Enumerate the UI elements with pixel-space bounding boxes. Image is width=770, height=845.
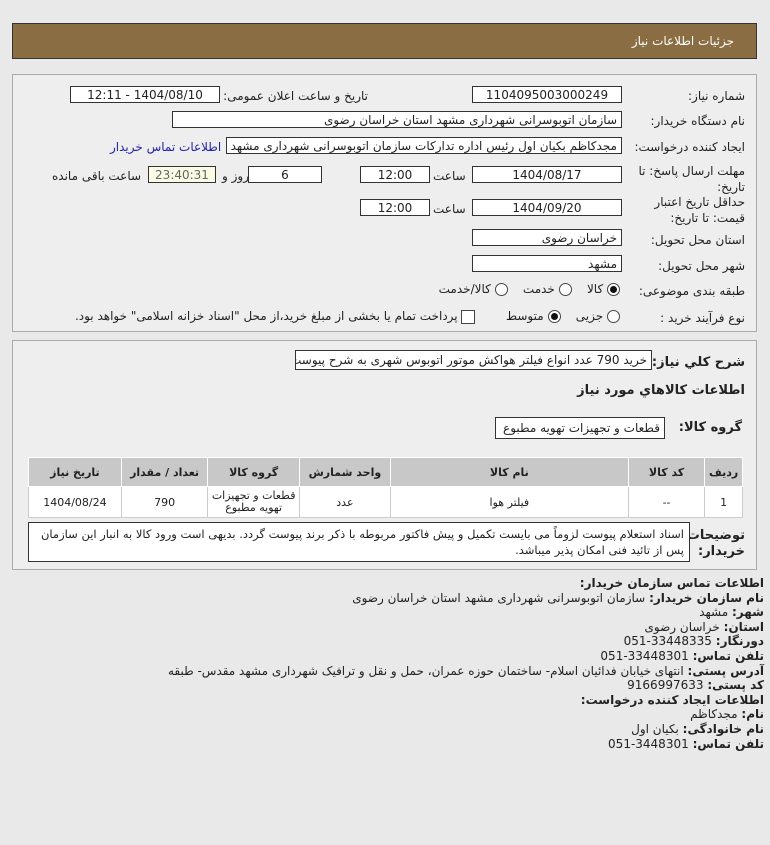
process-radio-group: جزیی متوسط پرداخت تمام یا بخشی از مبلغ خ… [75, 309, 620, 324]
payment-text: پرداخت تمام یا بخشی از مبلغ خرید،از محل … [74, 309, 458, 323]
buyer-contact-info: اطلاعات تماس سازمان خریدار: نام سازمان خ… [168, 576, 764, 751]
col-group: گروه کالا [207, 457, 300, 487]
goods-section-title: اطلاعات کالاهاي مورد نياز [577, 383, 745, 398]
col-code: کد کالا [627, 457, 706, 487]
category-radio-service[interactable] [558, 283, 572, 296]
deadline-time-label: ساعت [433, 169, 466, 183]
province-field[interactable]: خراسان رضوی [472, 229, 622, 246]
group-field: قطعات و تجهیزات تهویه مطبوع [495, 417, 665, 439]
validity-time-field[interactable]: 12:00 [360, 199, 430, 216]
buyer-org-label: نام دستگاه خریدار: [650, 114, 746, 128]
contact-city: شهر: مشهد [699, 605, 764, 620]
col-date: تاریخ نیاز [28, 457, 122, 487]
page-title: جزئیات اطلاعات نیاز [631, 34, 734, 48]
payment-checkbox[interactable] [461, 309, 476, 324]
category-label: طبقه بندی موضوعی: [638, 284, 745, 298]
contact-org: نام سازمان خریدار: سازمان اتوبوسرانی شهر… [352, 590, 764, 605]
col-unit: واحد شمارش [298, 457, 391, 487]
summary-field: خرید 790 عدد انواع فیلتر هواکش موتور اتو… [295, 350, 652, 370]
col-name: نام کالا [389, 457, 629, 487]
announce-label: تاریخ و ساعت اعلان عمومی: [223, 89, 368, 103]
contact-phone: تلفن تماس: 051-33448301 [600, 648, 764, 663]
announce-field[interactable]: 1404/08/10 - 12:11 [70, 86, 220, 103]
remaining-time-field: 23:40:31 [148, 166, 216, 183]
goods-table: ردیف کد کالا نام کالا واحد شمارش گروه کا… [28, 457, 743, 518]
remaining-label: ساعت باقی مانده [52, 169, 142, 183]
page-header: جزئیات اطلاعات نیاز [12, 23, 757, 59]
contact-fax: دورنگار: 051-33448335 [623, 634, 764, 649]
category-radio-both[interactable] [494, 283, 508, 296]
creator-last-name: نام خانوادگی: بکیان اول [631, 721, 764, 736]
creator-phone: تلفن تماس: 051-3448301 [608, 736, 764, 751]
process-radio-medium[interactable] [547, 310, 561, 323]
col-row: ردیف [704, 457, 743, 487]
col-qty: تعداد / مقدار [120, 457, 209, 487]
summary-label: شرح کلي نياز: [651, 355, 745, 370]
deadline-time-field[interactable]: 12:00 [360, 166, 430, 183]
category-radio-goods[interactable] [607, 283, 620, 296]
table-header-row: ردیف کد کالا نام کالا واحد شمارش گروه کا… [28, 457, 743, 487]
need-number-label: شماره نیاز: [688, 89, 745, 103]
need-number-field[interactable]: 1104095003000249 [472, 86, 622, 103]
deadline-label: مهلت ارسال پاسخ: تا تاریخ: [638, 164, 745, 194]
table-row: 1 -- فیلتر هوا عدد قطعات و تجهیزات تهویه… [28, 486, 743, 518]
contact-address: آدرس پستی: انتهای خیابان فدائیان اسلام- … [167, 663, 764, 678]
contact-title: اطلاعات تماس سازمان خریدار: [579, 576, 764, 590]
city-label: شهر محل تحویل: [658, 259, 745, 273]
validity-date-field[interactable]: 1404/09/20 [472, 199, 622, 216]
group-label: گروه کالا: [678, 420, 742, 435]
creator-contact-title: اطلاعات ایجاد کننده درخواست: [580, 692, 764, 707]
contact-postal: کد پستی: 9166997633 [627, 678, 764, 693]
buyer-org-field[interactable]: سازمان اتوبوسرانی شهرداری مشهد استان خرا… [172, 111, 622, 128]
category-radio-group: کالا خدمت کالا/خدمت [439, 282, 620, 296]
days-field[interactable]: 6 [248, 166, 322, 183]
process-radio-minor[interactable] [607, 310, 620, 323]
creator-field[interactable]: مجدکاظم بکیان اول رئیس اداره تدارکات ساز… [226, 137, 622, 154]
city-field[interactable]: مشهد [472, 255, 622, 272]
buyer-contact-link[interactable]: اطلاعات تماس خریدار [110, 140, 222, 154]
notes-field: اسناد استعلام پیوست لزوماً می بایست تکمی… [28, 522, 690, 562]
deadline-date-field[interactable]: 1404/08/17 [472, 166, 622, 183]
notes-label: توضیحات خریدار: [686, 528, 745, 559]
creator-label: ایجاد کننده درخواست: [634, 140, 745, 154]
province-label: استان محل تحویل: [650, 233, 745, 247]
validity-label: حداقل تاریخ اعتبار قیمت: تا تاریخ: [654, 195, 745, 225]
contact-province: استان: خراسان رضوی [644, 619, 764, 634]
validity-time-label: ساعت [433, 202, 466, 216]
days-label: روز و [222, 169, 249, 183]
process-label: نوع فرآیند خرید : [660, 311, 745, 325]
creator-first-name: نام: مجدکاظم [690, 707, 764, 722]
